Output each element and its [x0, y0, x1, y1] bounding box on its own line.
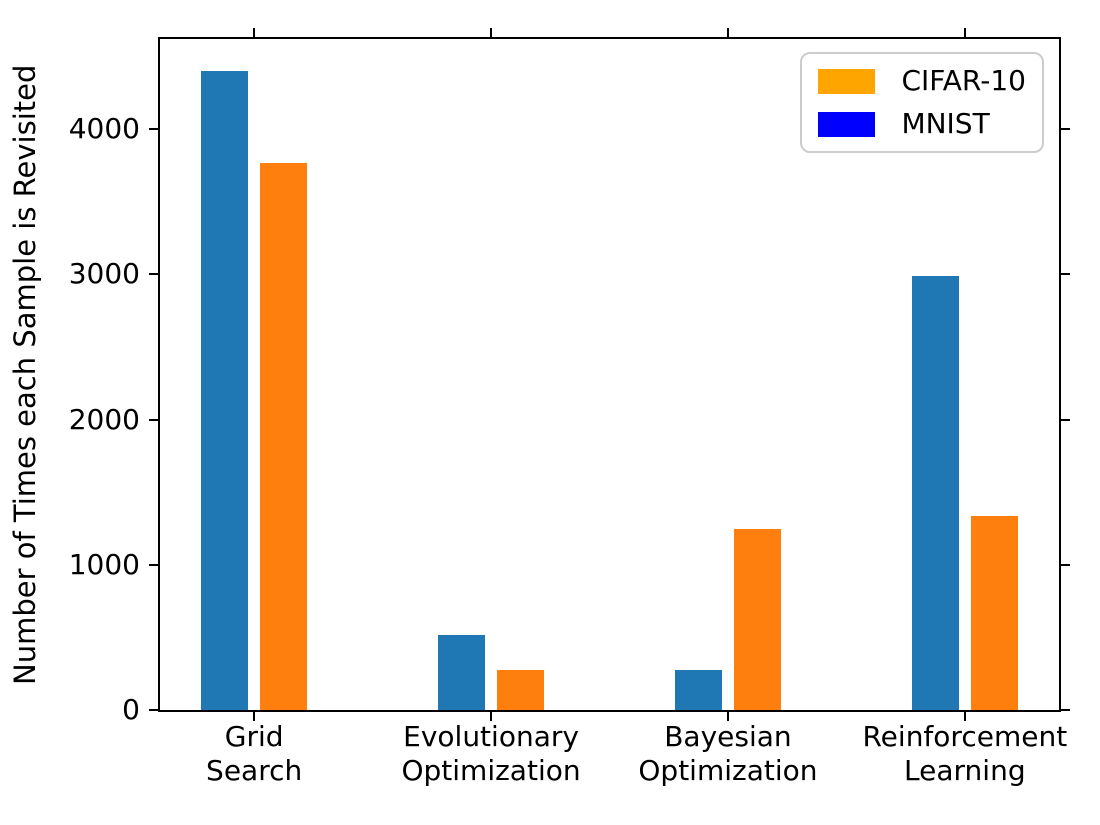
x-tick-label-line: Bayesian: [664, 720, 792, 753]
x-tick-mark-top: [726, 28, 729, 37]
x-tick-mark-top: [253, 28, 256, 37]
y-tick-mark-left: [149, 563, 158, 566]
x-tick-label-line: Search: [206, 754, 303, 787]
y-tick-mark-right: [1061, 418, 1070, 421]
x-tick-mark-bottom: [490, 712, 493, 721]
bar-cifar-10-grid-search: [260, 163, 308, 710]
y-tick-mark-right: [1061, 128, 1070, 131]
x-tick-mark-bottom: [253, 712, 256, 721]
y-tick-label: 2000: [68, 402, 140, 436]
x-tick-label-reinforcement-learning: Reinforcement Learning: [815, 720, 1100, 788]
x-tick-mark-bottom: [726, 712, 729, 721]
x-tick-label-line: Optimization: [401, 754, 581, 787]
bar-mnist-grid-search: [200, 70, 249, 710]
x-tick-mark-top: [490, 28, 493, 37]
bar-mnist-reinforcement-learning: [911, 276, 959, 710]
x-tick-mark-bottom: [963, 712, 966, 721]
y-tick-mark-left: [149, 418, 158, 421]
x-tick-label-line: Grid: [224, 720, 284, 753]
x-tick-label-line: Optimization: [638, 754, 818, 787]
legend-swatch-cifar-10: [818, 68, 876, 94]
x-tick-label-bayesian-optimization: Bayesian Optimization: [578, 720, 878, 788]
legend: CIFAR-10 MNIST: [800, 52, 1044, 153]
bar-cifar-10-evolutionary-optimization: [496, 670, 545, 710]
spine-bottom: [158, 710, 1061, 712]
bar-mnist-bayesian-optimization: [674, 670, 723, 710]
y-tick-mark-left: [149, 128, 158, 131]
legend-swatch-mnist: [818, 111, 876, 137]
y-tick-mark-right: [1061, 709, 1070, 711]
x-tick-label-evolutionary-optimization: Evolutionary Optimization: [341, 720, 641, 788]
spine-left: [158, 37, 160, 712]
legend-label-mnist: MNIST: [901, 107, 990, 140]
bar-cifar-10-reinforcement-learning: [970, 516, 1019, 710]
legend-label-cifar-10: CIFAR-10: [901, 64, 1026, 97]
bar-mnist-evolutionary-optimization: [437, 635, 486, 710]
legend-entry-mnist: MNIST: [818, 109, 1026, 139]
x-tick-label-line: Reinforcement: [862, 720, 1068, 753]
x-tick-label-line: Evolutionary: [403, 720, 579, 753]
legend-entry-cifar-10: CIFAR-10: [818, 66, 1026, 96]
y-tick-label: 0: [122, 693, 140, 726]
y-tick-label: 1000: [68, 547, 140, 581]
y-tick-mark-left: [149, 273, 158, 276]
spine-right: [1059, 37, 1061, 712]
y-tick-label: 4000: [68, 112, 140, 146]
spine-top: [158, 37, 1061, 39]
plot-area: CIFAR-10 MNIST: [160, 39, 1059, 710]
x-tick-mark-top: [963, 28, 966, 37]
y-tick-label: 3000: [68, 257, 140, 291]
y-tick-mark-right: [1061, 563, 1070, 566]
bar-cifar-10-bayesian-optimization: [733, 529, 782, 710]
x-tick-label-grid-search: Grid Search: [104, 720, 404, 788]
y-tick-mark-right: [1061, 273, 1070, 276]
y-tick-mark-left: [149, 709, 158, 711]
x-tick-label-line: Learning: [904, 754, 1026, 787]
